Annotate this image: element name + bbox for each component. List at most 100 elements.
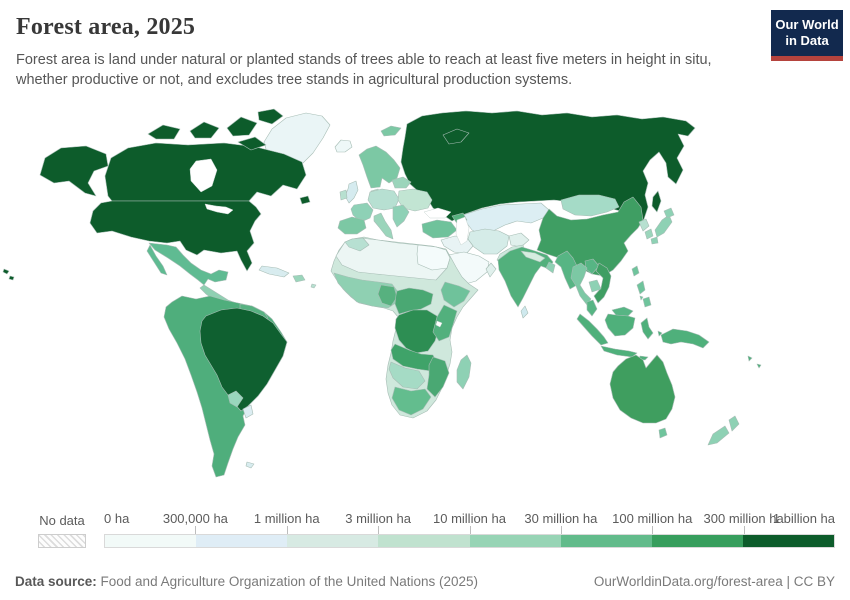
map-legend: No data 0 ha 300,000 ha 1 million ha 3 m… — [0, 511, 850, 551]
region-central-africa[interactable] — [394, 287, 434, 315]
region-ireland[interactable] — [339, 189, 348, 201]
no-data-swatch[interactable] — [38, 534, 86, 548]
hudson-bay — [189, 158, 218, 193]
region-kenya-tanzania[interactable] — [432, 304, 458, 342]
region-vietnam[interactable] — [593, 262, 612, 304]
region-cambodia[interactable] — [588, 279, 602, 293]
region-hispaniola[interactable] — [292, 274, 306, 283]
region-baltics[interactable] — [391, 176, 412, 189]
region-afghanistan[interactable] — [508, 232, 530, 248]
region-new-guinea[interactable] — [660, 328, 710, 349]
region-usa[interactable] — [89, 200, 262, 272]
region-balkans[interactable] — [392, 204, 410, 228]
region-south-africa[interactable] — [391, 386, 432, 416]
legend-tick-label: 1 million ha — [253, 511, 320, 526]
region-taiwan[interactable] — [631, 265, 640, 277]
legend-color-bar — [104, 534, 835, 548]
region-egypt-libya[interactable] — [416, 244, 451, 271]
legend-tick-label: 300,000 ha — [162, 511, 228, 526]
region-cuba[interactable] — [258, 265, 290, 278]
data-source: Data source: Food and Agriculture Organi… — [15, 574, 478, 589]
region-madagascar[interactable] — [456, 354, 472, 390]
no-data-label: No data — [39, 513, 85, 528]
legend-tick — [560, 526, 562, 540]
region-france[interactable] — [350, 202, 374, 223]
legend-segment[interactable] — [196, 535, 288, 547]
legend-segment[interactable] — [469, 535, 561, 547]
region-iran[interactable] — [467, 228, 510, 255]
region-alaska[interactable] — [39, 145, 109, 197]
region-namibia-botswana[interactable] — [388, 361, 426, 390]
region-hawaii[interactable] — [2, 268, 15, 281]
region-moluccas[interactable] — [657, 330, 663, 337]
region-bangladesh[interactable] — [545, 261, 556, 274]
region-drc[interactable] — [394, 309, 440, 354]
region-canada-arctic-1[interactable] — [147, 124, 181, 140]
region-nigeria[interactable] — [377, 284, 398, 307]
region-italy[interactable] — [373, 212, 394, 240]
region-mozambique[interactable] — [426, 356, 450, 398]
region-sulawesi[interactable] — [640, 317, 654, 340]
region-baja[interactable] — [146, 244, 168, 276]
region-russia-novaya-zemlya[interactable] — [442, 128, 470, 145]
region-tasmania[interactable] — [658, 427, 668, 439]
region-north-korea[interactable] — [638, 218, 650, 232]
region-australia[interactable] — [609, 354, 676, 424]
great-lakes — [204, 203, 234, 215]
region-new-zealand-south[interactable] — [707, 425, 730, 446]
region-kalimantan[interactable] — [604, 313, 636, 337]
region-mongolia[interactable] — [560, 194, 620, 217]
region-south-korea[interactable] — [644, 228, 654, 240]
region-canada-ellesmere[interactable] — [257, 108, 284, 125]
lake-victoria — [435, 320, 443, 328]
region-ethiopia[interactable] — [440, 281, 471, 308]
region-thailand[interactable] — [570, 262, 592, 306]
region-philippines-luzon[interactable] — [636, 280, 646, 295]
legend-segment[interactable] — [378, 535, 470, 547]
region-fiji[interactable] — [747, 355, 762, 369]
region-philippines-visayas[interactable] — [639, 295, 644, 301]
region-japan-hokkaido[interactable] — [663, 207, 675, 219]
legend-segment[interactable] — [287, 535, 379, 547]
region-paraguay[interactable] — [227, 390, 244, 408]
region-falklands[interactable] — [245, 461, 255, 469]
region-canada-newfoundland[interactable] — [299, 195, 311, 205]
region-lesser-antilles[interactable] — [310, 283, 317, 289]
legend-tick-label: 100 million ha — [612, 511, 693, 526]
region-canada-arctic-2[interactable] — [189, 121, 220, 139]
region-scandinavia[interactable] — [358, 145, 401, 189]
region-philippines-mindanao[interactable] — [642, 296, 652, 308]
region-turkey[interactable] — [421, 219, 458, 239]
region-oman[interactable] — [485, 262, 497, 278]
region-malaysia-borneo[interactable] — [611, 306, 634, 317]
legend-segment[interactable] — [105, 535, 197, 547]
region-nepal[interactable] — [520, 250, 546, 263]
region-sumatra[interactable] — [576, 313, 609, 346]
region-eastern-europe[interactable] — [397, 188, 433, 212]
region-russia-sakhalin[interactable] — [651, 190, 662, 213]
region-morocco[interactable] — [344, 237, 370, 252]
region-iceland[interactable] — [334, 139, 353, 153]
region-new-zealand-north[interactable] — [728, 415, 740, 432]
region-uk[interactable] — [344, 180, 359, 204]
chart-header: Forest area, 2025 Forest area is land un… — [16, 14, 755, 91]
owid-logo[interactable]: Our World in Data — [771, 10, 843, 61]
legend-segment[interactable] — [742, 535, 834, 547]
region-canada-baffin[interactable] — [237, 136, 267, 151]
region-iberia[interactable] — [337, 216, 367, 235]
region-japan-honshu[interactable] — [654, 214, 673, 238]
footer-link[interactable]: OurWorldinData.org/forest-area | CC BY — [593, 574, 835, 589]
region-java[interactable] — [600, 345, 638, 358]
region-mexico[interactable] — [148, 242, 229, 286]
region-sri-lanka[interactable] — [520, 305, 529, 319]
region-uruguay[interactable] — [242, 404, 254, 419]
legend-segment[interactable] — [560, 535, 652, 547]
region-canada-arctic-3[interactable] — [226, 116, 258, 137]
region-svalbard[interactable] — [380, 125, 402, 137]
region-malaysia-peninsula[interactable] — [586, 299, 598, 317]
region-brazil[interactable] — [199, 307, 288, 412]
data-source-text: Food and Agriculture Organization of the… — [96, 574, 479, 589]
legend-tick — [652, 526, 654, 540]
region-japan-kyushu[interactable] — [650, 236, 659, 245]
legend-segment[interactable] — [651, 535, 743, 547]
